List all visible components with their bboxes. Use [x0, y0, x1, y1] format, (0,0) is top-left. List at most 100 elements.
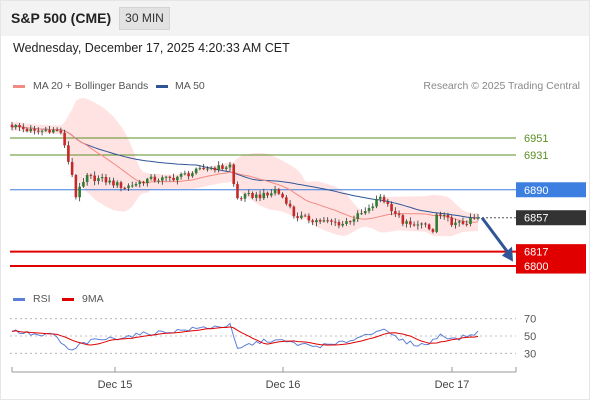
- candle-body: [446, 214, 450, 218]
- candle-body: [127, 185, 130, 189]
- candle-body: [333, 221, 337, 223]
- candle-body: [164, 176, 168, 178]
- candle-body: [224, 167, 228, 169]
- candle-body: [397, 213, 401, 216]
- ma9-legend-label: 9MA: [82, 293, 104, 305]
- candle-body: [161, 177, 164, 181]
- candle-body: [457, 221, 461, 223]
- candle-body: [108, 180, 112, 183]
- price-tag-label-6890: 6890: [524, 185, 548, 197]
- candle-body: [442, 214, 446, 216]
- candle-body: [461, 221, 465, 224]
- rsi-tick-label-30: 30: [524, 348, 536, 360]
- candle-body: [142, 181, 145, 184]
- price-tag-6890: [516, 182, 586, 198]
- rsi-tick-label-70: 70: [524, 314, 536, 326]
- candle-body: [247, 192, 251, 194]
- candle-body: [97, 178, 100, 182]
- price-tag-6857: [516, 210, 586, 226]
- candle-body: [262, 192, 266, 199]
- candle-body: [48, 130, 51, 133]
- rsi-ma-line: [11, 326, 479, 346]
- candle-body: [431, 229, 435, 232]
- candle-body: [168, 176, 172, 178]
- candle-body: [251, 192, 254, 198]
- target-label-6931: 6931: [524, 150, 548, 162]
- target-label-6951: 6951: [524, 133, 548, 145]
- candle-body: [254, 194, 258, 198]
- rsi-line: [11, 322, 479, 351]
- candle-body: [292, 206, 296, 217]
- candle-body: [390, 203, 393, 212]
- candle-body: [311, 220, 314, 223]
- candle-body: [145, 178, 149, 184]
- candle-body: [209, 167, 213, 169]
- candle-body: [104, 177, 108, 183]
- candle-body: [394, 211, 397, 214]
- candle-body: [176, 176, 179, 181]
- candle-body: [130, 185, 134, 187]
- candle-body: [74, 174, 78, 198]
- ma9-legend-swatch: [62, 298, 74, 301]
- candle-body: [356, 213, 360, 220]
- candle-body: [337, 222, 341, 226]
- candle-body: [115, 182, 119, 186]
- candle-body: [232, 164, 236, 185]
- candle-body: [258, 194, 262, 199]
- candle-body: [187, 173, 190, 177]
- candle-body: [179, 173, 183, 177]
- candle-body: [285, 197, 288, 204]
- candle-body: [348, 221, 352, 223]
- candle-body: [82, 182, 85, 187]
- price-tag-6800: [516, 258, 586, 274]
- candle-body: [100, 177, 104, 179]
- candle-body: [134, 183, 138, 186]
- candle-body: [153, 176, 157, 181]
- ma50-legend-swatch: [156, 85, 168, 88]
- projection-arrow-head: [502, 246, 513, 262]
- candle-body: [416, 224, 420, 226]
- candle-body: [183, 173, 187, 175]
- candle-body: [300, 215, 303, 218]
- candle-body: [33, 129, 36, 131]
- candle-body: [273, 189, 277, 194]
- price-tag-6817: [516, 244, 586, 260]
- candle-body: [14, 125, 18, 128]
- candle-body: [450, 217, 453, 226]
- candle-body: [93, 175, 96, 182]
- candle-body: [194, 168, 198, 174]
- candle-body: [55, 129, 59, 131]
- candle-body: [352, 219, 356, 222]
- price-tag-label-6857: 6857: [524, 213, 548, 225]
- candle-body: [281, 193, 284, 198]
- candle-body: [29, 129, 33, 132]
- candle-body: [409, 221, 412, 225]
- candle-body: [341, 223, 345, 226]
- candle-body: [296, 216, 299, 218]
- candle-body: [303, 215, 307, 217]
- candle-body: [367, 208, 371, 212]
- candle-body: [25, 129, 29, 132]
- candle-body: [412, 224, 416, 226]
- candle-body: [21, 127, 25, 130]
- x-tick-label: Dec 15: [98, 379, 133, 391]
- candle-body: [378, 196, 382, 200]
- candle-body: [85, 174, 89, 183]
- candle-body: [191, 173, 194, 177]
- chart-datetime: Wednesday, December 17, 2025 4:20:33 AM …: [13, 41, 290, 55]
- candle-body: [18, 125, 21, 128]
- candle-body: [315, 220, 318, 223]
- instrument-title: S&P 500 (CME): [11, 10, 112, 26]
- price-tag-label-6800: 6800: [524, 261, 548, 273]
- rsi-legend-swatch: [13, 298, 25, 301]
- timeframe-button[interactable]: 30 MIN: [119, 7, 170, 30]
- candle-body: [63, 132, 66, 146]
- candle-body: [427, 224, 431, 230]
- candle-body: [386, 201, 390, 204]
- candle-body: [239, 198, 243, 200]
- candle-body: [172, 177, 175, 181]
- candle-body: [157, 180, 160, 182]
- candle-body: [277, 189, 281, 194]
- candle-body: [221, 165, 224, 169]
